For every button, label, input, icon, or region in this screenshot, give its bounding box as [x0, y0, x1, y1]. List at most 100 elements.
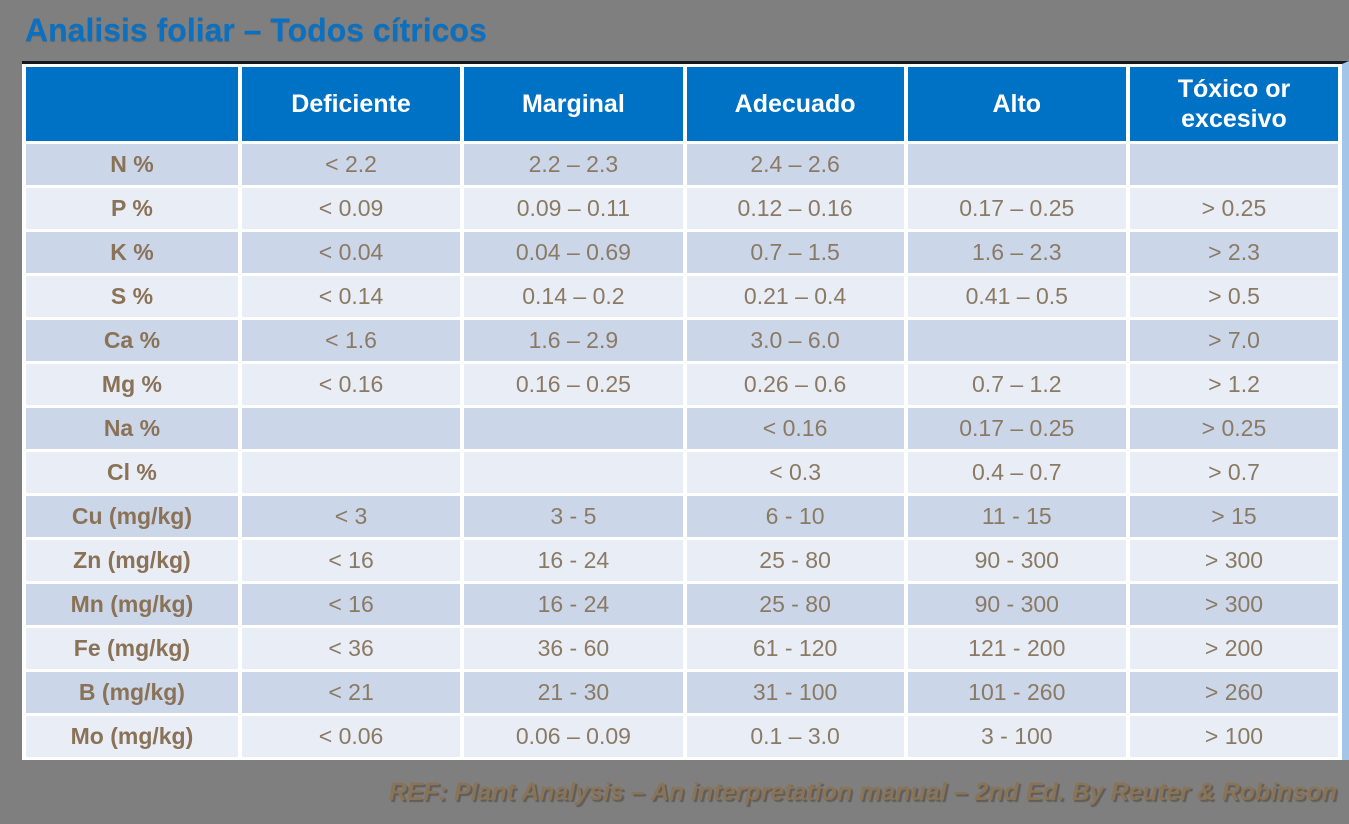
table-row: S % < 0.14 0.14 – 0.2 0.21 – 0.4 0.41 – 0.5 >… — [26, 276, 1338, 317]
value-cell: 0.21 – 0.4 — [686, 276, 904, 317]
value-cell: > 300 — [1129, 584, 1338, 625]
value-cell: < 16 — [241, 540, 461, 581]
value-cell: 0.4 – 0.7 — [907, 452, 1126, 493]
foliar-analysis-table: Deficiente Marginal Adecuado Alto Tóxico or … — [22, 64, 1342, 760]
table-header-row: Deficiente Marginal Adecuado Alto Tóxico or … — [26, 67, 1338, 141]
value-cell: 25 - 80 — [686, 584, 904, 625]
row-label: Cl % — [26, 452, 238, 493]
value-cell: 3 - 100 — [907, 716, 1126, 757]
value-cell: 0.04 – 0.69 — [464, 232, 683, 273]
table-row: B (mg/kg) < 21 21 - 30 31 - 100 101 - 260 > 2… — [26, 672, 1338, 713]
row-label: N % — [26, 144, 238, 185]
value-cell: < 0.14 — [241, 276, 461, 317]
column-header-adecuado: Adecuado — [686, 67, 904, 141]
table-row: Zn (mg/kg) < 16 16 - 24 25 - 80 90 - 300 > 30… — [26, 540, 1338, 581]
value-cell: > 7.0 — [1129, 320, 1338, 361]
value-cell: < 0.09 — [241, 188, 461, 229]
row-label: Cu (mg/kg) — [26, 496, 238, 537]
value-cell: > 0.5 — [1129, 276, 1338, 317]
row-label: Mn (mg/kg) — [26, 584, 238, 625]
value-cell — [464, 408, 683, 449]
value-cell: < 1.6 — [241, 320, 461, 361]
value-cell: > 100 — [1129, 716, 1338, 757]
row-label: K % — [26, 232, 238, 273]
value-cell — [1129, 144, 1338, 185]
row-label: S % — [26, 276, 238, 317]
table-row: Cl % < 0.3 0.4 – 0.7 > 0.7 — [26, 452, 1338, 493]
value-cell: < 0.3 — [686, 452, 904, 493]
value-cell: 0.09 – 0.11 — [464, 188, 683, 229]
value-cell: 16 - 24 — [464, 540, 683, 581]
value-cell: > 2.3 — [1129, 232, 1338, 273]
value-cell: 0.41 – 0.5 — [907, 276, 1126, 317]
value-cell: 0.14 – 0.2 — [464, 276, 683, 317]
value-cell: < 0.04 — [241, 232, 461, 273]
value-cell: 0.26 – 0.6 — [686, 364, 904, 405]
value-cell: 1.6 – 2.3 — [907, 232, 1126, 273]
table-row: Na % < 0.16 0.17 – 0.25 > 0.25 — [26, 408, 1338, 449]
value-cell: 6 - 10 — [686, 496, 904, 537]
value-cell — [241, 452, 461, 493]
row-label: Zn (mg/kg) — [26, 540, 238, 581]
value-cell — [907, 144, 1126, 185]
value-cell: > 0.25 — [1129, 188, 1338, 229]
value-cell: 3.0 – 6.0 — [686, 320, 904, 361]
value-cell: 1.6 – 2.9 — [464, 320, 683, 361]
row-label: Mo (mg/kg) — [26, 716, 238, 757]
column-header-alto: Alto — [907, 67, 1126, 141]
value-cell: > 0.7 — [1129, 452, 1338, 493]
column-header-deficiente: Deficiente — [241, 67, 461, 141]
value-cell: 2.4 – 2.6 — [686, 144, 904, 185]
table-row: P % < 0.09 0.09 – 0.11 0.12 – 0.16 0.17 – 0.… — [26, 188, 1338, 229]
value-cell: < 21 — [241, 672, 461, 713]
value-cell: > 300 — [1129, 540, 1338, 581]
column-header-t-xico-or-excesivo: Tóxico or excesivo — [1129, 67, 1338, 141]
value-cell: 0.7 – 1.2 — [907, 364, 1126, 405]
value-cell: < 0.16 — [241, 364, 461, 405]
reference-citation: REF: Plant Analysis – An interpretation … — [388, 778, 1337, 806]
value-cell: 121 - 200 — [907, 628, 1126, 669]
value-cell: 21 - 30 — [464, 672, 683, 713]
value-cell: 0.17 – 0.25 — [907, 408, 1126, 449]
value-cell: 0.16 – 0.25 — [464, 364, 683, 405]
row-label: Na % — [26, 408, 238, 449]
row-label: Ca % — [26, 320, 238, 361]
value-cell: 101 - 260 — [907, 672, 1126, 713]
value-cell: 2.2 – 2.3 — [464, 144, 683, 185]
value-cell: 3 - 5 — [464, 496, 683, 537]
table-row: K % < 0.04 0.04 – 0.69 0.7 – 1.5 1.6 – 2.3 > … — [26, 232, 1338, 273]
row-label: B (mg/kg) — [26, 672, 238, 713]
row-label: P % — [26, 188, 238, 229]
value-cell: 0.06 – 0.09 — [464, 716, 683, 757]
value-cell: < 0.06 — [241, 716, 461, 757]
table-row: Mg % < 0.16 0.16 – 0.25 0.26 – 0.6 0.7 – 1.2… — [26, 364, 1338, 405]
value-cell: < 36 — [241, 628, 461, 669]
value-cell: > 1.2 — [1129, 364, 1338, 405]
value-cell — [907, 320, 1126, 361]
value-cell — [241, 408, 461, 449]
value-cell: 16 - 24 — [464, 584, 683, 625]
value-cell: < 2.2 — [241, 144, 461, 185]
table-header: Deficiente Marginal Adecuado Alto Tóxico or … — [26, 67, 1338, 141]
table-row: Ca % < 1.6 1.6 – 2.9 3.0 – 6.0 > 7.0 — [26, 320, 1338, 361]
value-cell: 31 - 100 — [686, 672, 904, 713]
value-cell: < 3 — [241, 496, 461, 537]
table-row: Mo (mg/kg) < 0.06 0.06 – 0.09 0.1 – 3.0 3 - … — [26, 716, 1338, 757]
column-header-marginal: Marginal — [464, 67, 683, 141]
value-cell: > 260 — [1129, 672, 1338, 713]
value-cell: 0.12 – 0.16 — [686, 188, 904, 229]
value-cell: 25 - 80 — [686, 540, 904, 581]
column-header-blank — [26, 67, 238, 141]
table-row: N % < 2.2 2.2 – 2.3 2.4 – 2.6 — [26, 144, 1338, 185]
row-label: Fe (mg/kg) — [26, 628, 238, 669]
value-cell — [464, 452, 683, 493]
value-cell: > 15 — [1129, 496, 1338, 537]
value-cell: 0.7 – 1.5 — [686, 232, 904, 273]
value-cell: < 0.16 — [686, 408, 904, 449]
table-row: Fe (mg/kg) < 36 36 - 60 61 - 120 121 - 200 > … — [26, 628, 1338, 669]
row-label: Mg % — [26, 364, 238, 405]
foliar-analysis-table-container: Deficiente Marginal Adecuado Alto Tóxico or … — [22, 61, 1349, 760]
value-cell: 36 - 60 — [464, 628, 683, 669]
value-cell: > 0.25 — [1129, 408, 1338, 449]
